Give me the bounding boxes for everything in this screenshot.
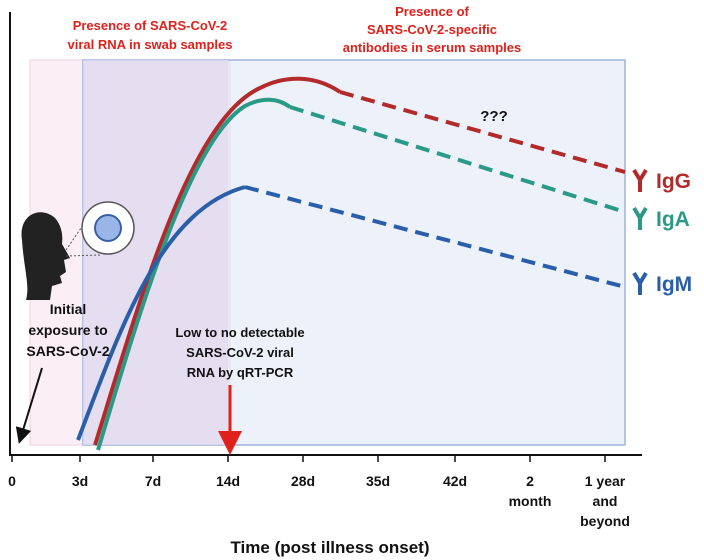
virus-icon bbox=[94, 214, 122, 242]
pcr-note: SARS-CoV-2 viral bbox=[186, 345, 294, 360]
x-tick-label: 7d bbox=[145, 473, 161, 489]
rna-note: viral RNA in swab samples bbox=[68, 37, 233, 52]
x-tick-label: 14d bbox=[216, 473, 240, 489]
exposure-note: SARS-CoV-2 bbox=[26, 343, 109, 359]
iga-projection bbox=[289, 105, 626, 214]
antibody-icon bbox=[632, 168, 648, 192]
pcr-note: Low to no detectable bbox=[175, 325, 304, 340]
x-tick-label: 1 year bbox=[585, 473, 626, 489]
x-tick-label: 28d bbox=[291, 473, 315, 489]
antibody-icon bbox=[632, 271, 648, 295]
antibody-label: IgA bbox=[656, 208, 690, 231]
exposure-note: exposure to bbox=[28, 322, 107, 338]
x-tick-label: 42d bbox=[443, 473, 467, 489]
x-tick-label: beyond bbox=[580, 513, 630, 529]
pcr-note: RNA by qRT-PCR bbox=[187, 365, 294, 380]
antibody-note: SARS-CoV-2-specific bbox=[367, 22, 497, 37]
x-tick-label: 2 bbox=[526, 473, 534, 489]
antibody-shape bbox=[632, 271, 648, 295]
iga-curve bbox=[96, 97, 292, 451]
x-tick-label: and bbox=[593, 493, 618, 509]
unknown-note: ??? bbox=[480, 108, 508, 125]
labels: Presence of SARS-CoV-2 viral RNA in swab … bbox=[8, 4, 692, 557]
x-tick-label: month bbox=[509, 493, 552, 509]
x-tick-label: 35d bbox=[366, 473, 390, 489]
antibody-shape bbox=[632, 206, 648, 230]
igm-curve bbox=[76, 185, 246, 441]
antibody-note: antibodies in serum samples bbox=[343, 40, 521, 55]
x-tick-label: 0 bbox=[8, 473, 16, 489]
igg-curve bbox=[93, 76, 342, 446]
connector bbox=[65, 254, 101, 257]
x-axis-title: Time (post illness onset) bbox=[230, 538, 429, 557]
antibody-note: Presence of bbox=[395, 4, 469, 19]
exposure-arrow bbox=[15, 367, 43, 444]
antibody-label: IgM bbox=[656, 273, 692, 296]
antibody-icon bbox=[632, 206, 648, 230]
x-tick-label: 3d bbox=[72, 473, 88, 489]
rna-note: Presence of SARS-CoV-2 bbox=[73, 18, 228, 33]
exposure-note: Initial bbox=[50, 301, 87, 317]
antibody-label: IgG bbox=[656, 170, 691, 193]
igg-projection bbox=[339, 90, 626, 174]
antibody-shape bbox=[632, 168, 648, 192]
head-icon bbox=[21, 212, 70, 300]
